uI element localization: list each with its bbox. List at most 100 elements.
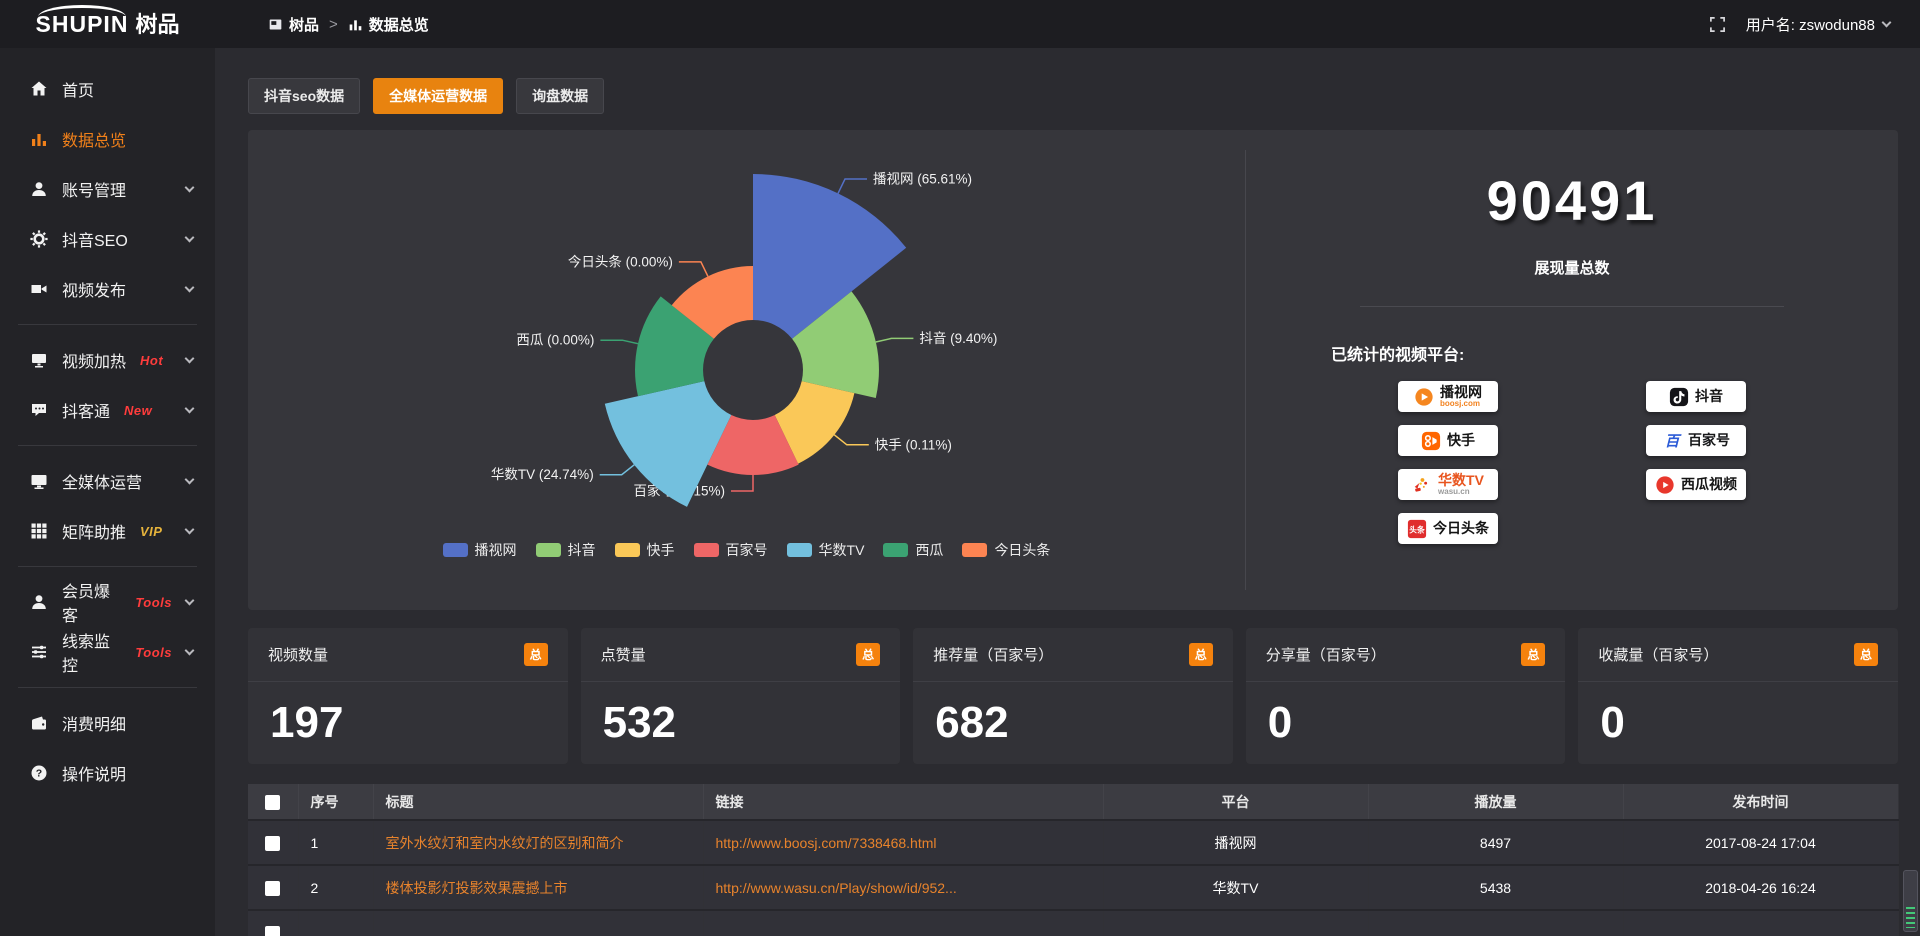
pie-label-line [875, 337, 914, 343]
sidebar-item-media[interactable]: 全媒体运营 [0, 456, 215, 506]
panel-icon [268, 17, 283, 32]
logo[interactable]: SHUPIN 树品 [0, 4, 215, 37]
stat-card-1: 视频数量 总 197 [248, 628, 568, 764]
user-menu[interactable]: 用户名: zswodun88 [1746, 14, 1892, 35]
stat-card-value: 197 [270, 698, 344, 747]
total-impressions-label: 展现量总数 [1534, 260, 1610, 277]
legend-item-百家号[interactable]: 百家号 [693, 540, 768, 560]
total-badge: 总 [1188, 643, 1213, 666]
sidebar-item-help[interactable]: ? 操作说明 [0, 748, 215, 798]
baijiahao-logo: 百 [1662, 431, 1682, 451]
tab-2[interactable]: 全媒体运营数据 [373, 78, 504, 114]
pie-slice-今日头条[interactable] [671, 266, 753, 339]
chart-icon [348, 17, 363, 32]
sidebar-item-douyinseo[interactable]: 抖音SEO [0, 214, 215, 264]
cell-platform: 华数TV [1103, 865, 1368, 910]
cell-plays: 8497 [1368, 820, 1623, 865]
sidebar-item-member[interactable]: 会员爆客 Tools [0, 577, 215, 627]
legend-item-西瓜[interactable]: 西瓜 [883, 540, 943, 560]
sidebar-item-publish[interactable]: 视频发布 [0, 264, 215, 314]
sidebar-item-clues[interactable]: 线索监控 Tools [0, 627, 215, 677]
platform-name: 今日头条 [1433, 520, 1489, 537]
pie-label-line [833, 434, 869, 446]
breadcrumb-current[interactable]: 数据总览 [348, 14, 429, 35]
pie-slice-百家号[interactable] [707, 415, 799, 476]
platform-name: 西瓜视频 [1681, 476, 1737, 493]
pie-slice-西瓜[interactable] [635, 296, 714, 397]
sidebar-item-label: 操作说明 [62, 767, 127, 784]
row-checkbox[interactable] [265, 835, 281, 851]
breadcrumb-separator: > [329, 15, 338, 33]
logo-cn-text: 树品 [135, 11, 180, 37]
total-badge: 总 [1521, 643, 1546, 666]
platform-name: 百家号 [1688, 432, 1730, 449]
chevron-down-icon [184, 595, 195, 605]
legend-swatch [614, 543, 640, 557]
topbar-right: 用户名: zswodun88 [1709, 14, 1892, 35]
legend-item-华数TV[interactable]: 华数TV [786, 540, 864, 560]
sidebar-item-overview[interactable]: 数据总览 [0, 114, 215, 164]
sidebar-item-label: 全媒体运营 [62, 475, 143, 492]
platform-badge-西瓜视频: 西瓜视频 [1646, 469, 1746, 500]
side-float-widget[interactable] [1903, 870, 1918, 932]
sidebar-divider [18, 445, 197, 446]
stat-card-title: 点赞量 [600, 647, 646, 664]
cell-plays: 5438 [1368, 865, 1623, 910]
row-select-cell [248, 910, 298, 936]
sidebar-item-badge: Tools [135, 594, 172, 610]
legend-item-今日头条[interactable]: 今日头条 [962, 540, 1050, 560]
fullscreen-icon[interactable] [1709, 16, 1726, 33]
sidebar-item-label: 抖客通 [62, 404, 111, 421]
sidebar-item-label: 视频发布 [62, 283, 127, 300]
monitor-icon [30, 472, 48, 490]
platform-grid: 播视网 boosj.com 抖音 快手 百百家号 华数TV wasu.cn 西瓜视频 头条 今日头… [1246, 381, 1898, 544]
cell-platform: 播视网 [1103, 820, 1368, 865]
chevron-down-icon [184, 645, 195, 655]
total-badge: 总 [1853, 643, 1878, 666]
tab-bar: 抖音seo数据 全媒体运营数据 询盘数据 [248, 78, 1898, 114]
pie-slice-播视网[interactable] [753, 174, 907, 339]
legend-item-播视网[interactable]: 播视网 [442, 540, 517, 560]
sidebar-item-matrix[interactable]: 矩阵助推 VIP [0, 506, 215, 556]
cell-title-link[interactable]: 楼体投影灯投影效果震撼上市 [373, 865, 703, 910]
chevron-down-icon [184, 403, 195, 413]
platform-badge-text: 抖音 [1695, 389, 1723, 404]
row-checkbox[interactable] [265, 926, 281, 936]
stat-card-title: 视频数量 [268, 647, 329, 664]
sidebar-item-heat[interactable]: 视频加热 Hot [0, 335, 215, 385]
sidebar-item-home[interactable]: 首页 [0, 64, 215, 114]
grid-icon [30, 522, 48, 540]
table-row: 2 楼体投影灯投影效果震撼上市 http://www.wasu.cn/Play/sh… [248, 865, 1898, 910]
pie-slice-华数TV[interactable] [604, 381, 732, 507]
sidebar-item-douketong[interactable]: 抖客通 New [0, 385, 215, 435]
sidebar-item-label: 矩阵助推 [62, 525, 127, 542]
sidebar-item-spend[interactable]: 消费明细 [0, 698, 215, 748]
table-header-平台: 平台 [1103, 784, 1369, 820]
legend-item-快手[interactable]: 快手 [614, 540, 675, 560]
stat-card-header: 推荐量（百家号） 总 [913, 628, 1233, 682]
chevron-down-icon [184, 474, 195, 484]
legend-swatch [883, 543, 909, 557]
tab-1[interactable]: 抖音seo数据 [248, 78, 361, 114]
breadcrumb: 树品 > 数据总览 [268, 14, 429, 35]
legend-item-抖音[interactable]: 抖音 [535, 540, 596, 560]
cell-url-link[interactable]: http://www.wasu.cn/Play/show/id/952... [703, 865, 1103, 910]
sidebar-item-label: 账号管理 [62, 183, 127, 200]
cell-url-link[interactable]: http://www.boosj.com/7338468.html [703, 820, 1103, 865]
video-icon [30, 280, 48, 298]
stat-card-5: 收藏量（百家号） 总 0 [1578, 628, 1898, 764]
legend-swatch [786, 543, 812, 557]
pie-label: 播视网 (65.61%) [873, 172, 972, 187]
tab-3[interactable]: 询盘数据 [516, 78, 605, 114]
platform-badge-快手: 快手 [1398, 425, 1498, 456]
pie-label-line [600, 339, 639, 345]
pie-slice-抖音[interactable] [792, 291, 879, 398]
select-all-checkbox[interactable] [265, 794, 281, 810]
sidebar-divider [18, 324, 197, 325]
pie-slice-快手[interactable] [774, 381, 855, 464]
cell-title-link[interactable]: 室外水纹灯和室内水纹灯的区别和简介 [373, 820, 703, 865]
sidebar-item-accounts[interactable]: 账号管理 [0, 164, 215, 214]
breadcrumb-home[interactable]: 树品 [268, 14, 319, 35]
chevron-down-icon [1881, 17, 1892, 27]
row-checkbox[interactable] [265, 880, 281, 896]
